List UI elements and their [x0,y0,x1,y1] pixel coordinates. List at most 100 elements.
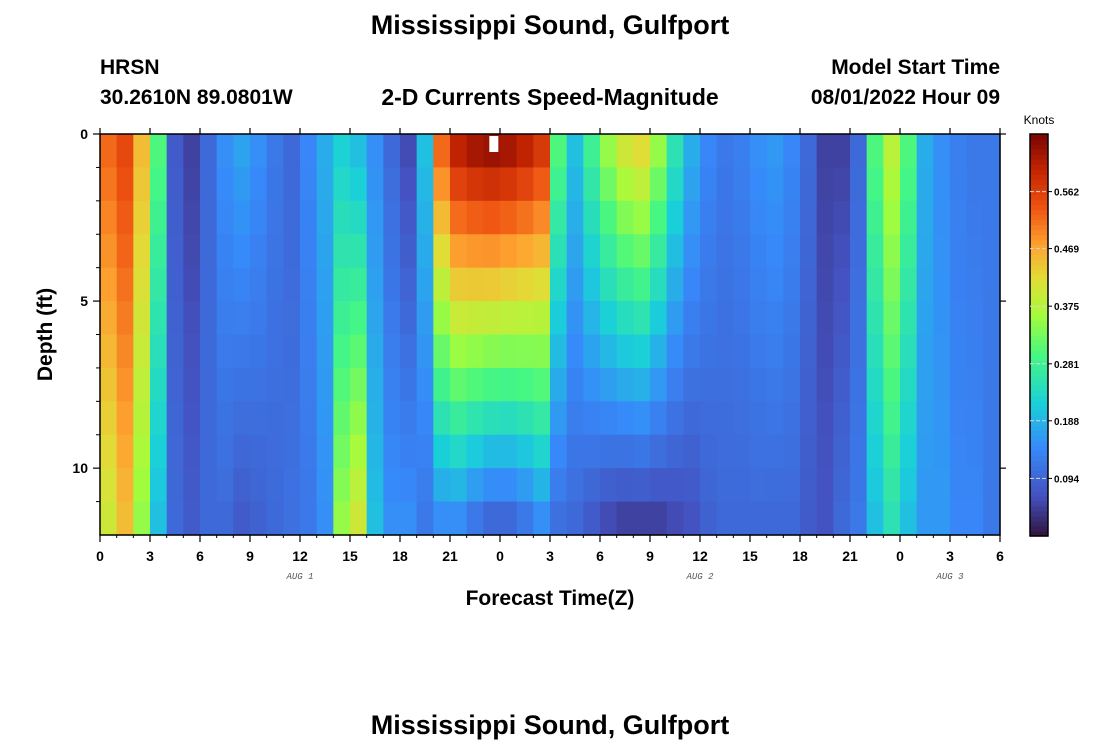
heatmap-cell [100,401,118,436]
heatmap-cell [850,401,868,436]
heatmap-cell [250,267,268,302]
colorbar-tick-label: 0.469 [1054,245,1079,256]
heatmap-cell [750,267,768,302]
heatmap-cell [866,301,884,336]
heatmap-cell [483,334,501,369]
colorbar-segment [1030,164,1048,170]
heatmap-cell [100,167,118,202]
heatmap-cell [266,167,284,202]
heatmap-cell [216,200,234,235]
heatmap-cell [383,367,401,402]
heatmap-cell [183,468,201,503]
heatmap-cell [366,167,384,202]
heatmap-cell [633,501,651,536]
heatmap-cell [583,468,601,503]
colorbar-segment [1030,465,1048,472]
heatmap-cell [300,468,318,503]
heatmap-cell [833,501,851,536]
heatmap-cell [566,334,584,369]
heatmap-cell [150,401,168,436]
heatmap-cell [233,401,251,436]
heatmap-cell [200,134,218,169]
heatmap-cell [133,167,151,202]
heatmap-cell [583,167,601,202]
heatmap-cell [150,334,168,369]
heatmap-cell [516,267,534,302]
colorbar-tick-label: 0.281 [1054,360,1079,371]
heatmap-cell [766,167,784,202]
heatmap-cell [633,234,651,269]
heatmap-cell [983,334,1001,369]
heatmap-cell [916,367,934,402]
heatmap-cell [816,501,834,536]
y-axis-label: Depth (ft) [34,288,57,381]
heatmap-cell [250,501,268,536]
heatmap-cell [233,234,251,269]
heatmap-cell [716,234,734,269]
heatmap-cell [766,434,784,469]
heatmap-cell [400,468,418,503]
heatmap-cell [233,167,251,202]
heatmap-cell [816,134,834,169]
heatmap-cell [733,468,751,503]
heatmap-cell [666,200,684,235]
heatmap-cell [933,434,951,469]
colorbar-segment [1030,219,1048,226]
heatmap-cell [766,134,784,169]
heatmap-cell [933,367,951,402]
heatmap-cell [316,434,334,469]
heatmap-cell [683,468,701,503]
heatmap-cell [133,301,151,336]
x-tick-label: 6 [996,548,1004,564]
heatmap-cell [700,267,718,302]
heatmap-cell [316,501,334,536]
heatmap-cell [450,367,468,402]
heatmap-cell [466,501,484,536]
heatmap-cell [416,267,434,302]
heatmap-cell [983,267,1001,302]
heatmap-cell [883,501,901,536]
heatmap-cell [916,501,934,536]
heatmap-cell [150,267,168,302]
heatmap-cell [350,167,368,202]
heatmap-cell [300,434,318,469]
heatmap-cell [950,334,968,369]
heatmap-cell [716,468,734,503]
heatmap-cell [383,501,401,536]
heatmap-cell [316,200,334,235]
heatmap-cell [333,434,351,469]
heatmap-cell [966,401,984,436]
heatmap-cell [783,434,801,469]
heatmap-cell [850,468,868,503]
heatmap-cell [566,134,584,169]
x-tick-label: 0 [896,548,904,564]
heatmap-cell [800,367,818,402]
heatmap-cell [200,334,218,369]
heatmap-cell [550,367,568,402]
heatmap-cell [566,301,584,336]
heatmap-cell [633,468,651,503]
heatmap-cell [316,301,334,336]
heatmap-cell [350,267,368,302]
heatmap-cell [816,301,834,336]
heatmap-cell [750,200,768,235]
heatmap-cell [600,200,618,235]
heatmap-cell [850,434,868,469]
heatmap-cell [616,267,634,302]
heatmap-cell [383,301,401,336]
heatmap-cell [950,167,968,202]
x-tick-label: 12 [692,548,708,564]
heatmap-cell [283,367,301,402]
heatmap-cell [183,434,201,469]
heatmap-cell [633,367,651,402]
heatmap-cell [750,334,768,369]
colorbar-segment [1030,234,1048,241]
heatmap-cell [933,167,951,202]
heatmap-cell [316,134,334,169]
heatmap-cell [283,334,301,369]
heatmap-cell [800,267,818,302]
heatmap-cell [166,434,184,469]
heatmap-cell [850,200,868,235]
colorbar-segment [1030,485,1048,492]
heatmap-cell [350,468,368,503]
